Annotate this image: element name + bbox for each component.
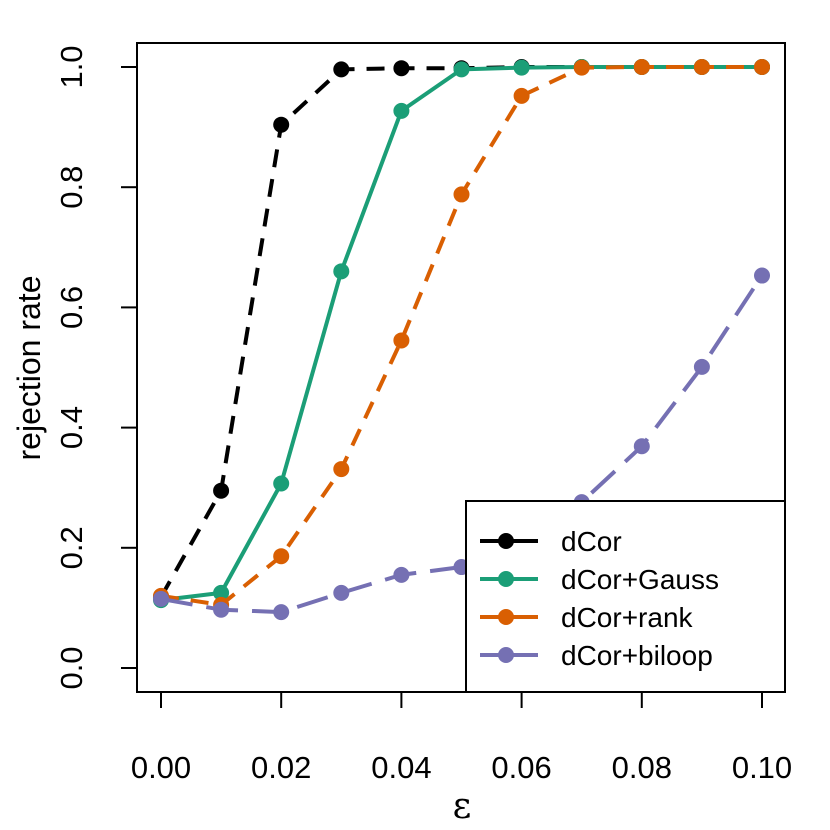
series-point-3 [754,267,770,284]
series-point-3 [333,584,350,601]
y-tick-label: 0.2 [54,526,89,569]
series-point-1 [213,584,230,601]
legend-swatch-point [498,647,514,663]
series-point-0 [333,61,350,78]
x-tick-label: 0.00 [131,750,191,785]
series-point-2 [573,59,590,76]
x-axis: 0.00 0.02 0.04 0.06 0.08 0.10 [131,691,792,785]
legend-label: dCor+rank [561,602,694,633]
y-tick-label: 0.0 [54,646,89,689]
y-tick-label: 0.6 [54,286,89,329]
legend-swatch-point [498,533,514,549]
series-point-0 [273,116,290,133]
series-point-0 [213,482,230,499]
legend-box [465,500,786,693]
legend-swatch-point [498,571,514,587]
legend: dCor dCor+Gauss dCor+rank dCor+biloop [465,500,786,693]
legend-label: dCor+biloop [561,640,713,671]
y-tick-label: 0.4 [54,406,89,449]
y-axis-title: rejection rate [11,276,47,461]
y-tick-label: 0.8 [54,166,89,209]
series-point-1 [513,59,530,76]
series-layer [153,59,770,621]
series-point-2 [273,548,290,565]
series-point-2 [513,87,530,104]
series-point-3 [633,438,650,455]
y-tick-label: 1.0 [54,45,89,88]
legend-label: dCor+Gauss [561,564,719,595]
x-tick-label: 0.10 [732,750,792,785]
series-point-3 [213,601,230,618]
y-axis: 0.0 0.2 0.4 0.6 0.8 1.0 [54,45,138,690]
series-point-2 [453,186,470,203]
legend-label: dCor [561,526,622,557]
x-axis-title: ε [453,786,472,827]
x-tick-label: 0.08 [612,750,672,785]
series-point-1 [393,102,410,119]
series-point-3 [273,604,290,621]
series-point-2 [393,332,410,349]
series-point-1 [453,61,470,78]
x-tick-label: 0.04 [371,750,431,785]
series-point-2 [333,461,350,478]
series-point-1 [333,263,350,280]
series-point-3 [393,566,410,583]
legend-swatch-point [498,609,514,625]
series-point-1 [273,475,290,492]
series-point-2 [633,59,650,75]
x-tick-label: 0.06 [491,750,551,785]
series-point-2 [693,59,710,75]
series-point-0 [393,60,410,77]
series-point-3 [153,590,169,607]
series-point-2 [754,59,770,75]
x-tick-label: 0.02 [251,750,311,785]
series-point-3 [693,358,710,375]
